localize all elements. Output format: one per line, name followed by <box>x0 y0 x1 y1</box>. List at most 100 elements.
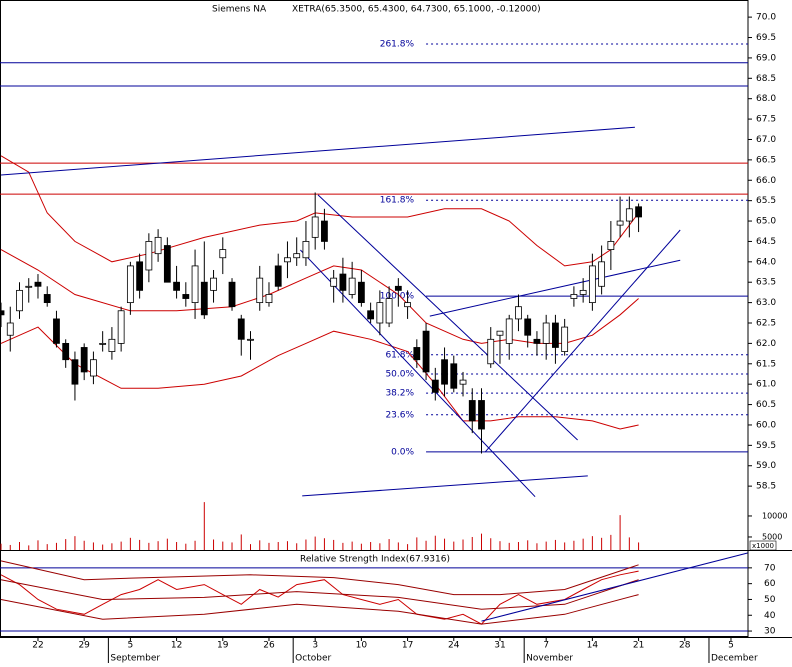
y-tick-label: 65.0 <box>756 217 776 227</box>
candle-body <box>200 281 208 316</box>
candle-body <box>478 400 485 430</box>
y-tick-label: 69.0 <box>756 53 776 63</box>
candle-body <box>25 285 33 288</box>
y-tick-label: 62.0 <box>756 339 776 349</box>
candle-body <box>422 330 430 373</box>
candle-body <box>625 208 633 222</box>
candle-body <box>34 281 42 287</box>
overlay-line <box>0 570 639 625</box>
y-tick-label: 59.5 <box>756 441 776 451</box>
candle-body <box>163 245 171 283</box>
rsi-title-box <box>300 553 450 564</box>
overlay-line <box>302 475 588 497</box>
y-tick-label: 59.0 <box>756 461 776 471</box>
fib-label: 23.6% <box>385 410 414 420</box>
candle-body <box>357 281 365 304</box>
overlay-line <box>317 194 578 441</box>
candle-body <box>219 249 227 259</box>
candle-body <box>71 359 79 385</box>
candle-body <box>237 318 245 340</box>
candle-body <box>330 277 338 287</box>
candle-body <box>0 310 5 316</box>
x-tick-label: 21 <box>633 641 644 651</box>
candle-body <box>62 342 70 361</box>
overlay-line <box>0 579 639 610</box>
y-tick-label: 60.0 <box>756 420 776 430</box>
candle-body <box>505 318 513 344</box>
price-panel: 261.8%161.8%100.0%61.8%50.0%38.2%23.6%0.… <box>0 40 748 498</box>
overlay-line <box>0 126 635 176</box>
candle-body <box>145 241 153 271</box>
candle-body <box>53 318 60 344</box>
overlay-line <box>429 259 681 317</box>
x-tick-label: 24 <box>448 641 460 651</box>
candle-body <box>90 359 97 377</box>
y-tick-label: 62.5 <box>756 319 776 329</box>
candle-body <box>339 273 347 291</box>
candle-body <box>256 277 264 304</box>
x-tick-label: 26 <box>263 641 275 651</box>
candle-body <box>173 281 180 291</box>
candle-body <box>459 379 467 385</box>
y-tick-label: 58.5 <box>756 482 776 492</box>
x-tick-label: 10 <box>356 641 368 651</box>
candle-body <box>635 206 642 218</box>
candle-body <box>404 302 411 308</box>
candle-body <box>496 330 504 336</box>
candle-body <box>367 310 375 320</box>
fib-label: 100.0% <box>380 292 415 302</box>
overlay-line <box>300 249 536 498</box>
candle-body <box>487 338 495 365</box>
x-tick-label: 3 <box>312 641 318 651</box>
volume-unit-box <box>749 540 777 551</box>
candle-body <box>542 322 550 344</box>
x-tick-label: 17 <box>402 641 413 651</box>
candle-body <box>302 241 310 259</box>
y-tick-label: 63.0 <box>756 298 776 308</box>
y-tick-label: 64.5 <box>756 237 776 247</box>
candle-body <box>210 277 217 291</box>
candle-body <box>570 294 578 299</box>
chart-title: Siemens NA <box>212 5 267 15</box>
y-tick-label: 67.0 <box>756 135 776 145</box>
y-tick-label: 70.0 <box>756 13 776 23</box>
y-tick-label: 68.5 <box>756 74 776 84</box>
fib-label: 261.8% <box>380 40 415 50</box>
overlay-line <box>0 594 639 625</box>
y-tick-label: 63.5 <box>756 278 776 288</box>
rsi-tick-label: 60 <box>764 579 776 589</box>
x-tick-label: 29 <box>78 641 90 651</box>
candle-body <box>533 338 541 344</box>
rsi-title: Relative Strength Index(67.9316) <box>300 555 450 565</box>
volume-unit: x1000 <box>752 542 774 550</box>
overlay-line <box>0 560 639 596</box>
fib-label: 161.8% <box>380 196 415 206</box>
x-tick-label: 19 <box>217 641 229 651</box>
x-tick-label: 5 <box>128 641 134 651</box>
candle-body <box>385 298 393 324</box>
overlay-line <box>0 326 639 430</box>
candle-body <box>579 289 587 295</box>
x-tick-label: 31 <box>494 641 505 651</box>
candle-body <box>99 342 107 345</box>
candle-body <box>284 257 291 263</box>
candle-body <box>43 294 51 304</box>
rsi-tick-label: 70 <box>764 563 776 573</box>
candle-body <box>394 285 402 291</box>
y-tick-label: 68.0 <box>756 94 776 104</box>
chart-subtitle: XETRA(65.3500, 65.4300, 64.7300, 65.1000… <box>292 5 541 15</box>
candle-body <box>293 253 301 259</box>
candle-body <box>515 306 522 320</box>
candle-body <box>191 265 199 304</box>
candle-body <box>552 322 559 348</box>
fib-label: 50.0% <box>385 369 414 379</box>
y-tick-label: 61.5 <box>756 359 776 369</box>
x-tick-label: 5 <box>728 641 734 651</box>
candle-body <box>607 241 615 250</box>
y-tick-label: 60.5 <box>756 400 776 410</box>
candle-body <box>126 265 134 304</box>
y-tick-label: 66.0 <box>756 176 776 186</box>
candle-body <box>524 318 532 336</box>
candle-body <box>468 400 476 422</box>
